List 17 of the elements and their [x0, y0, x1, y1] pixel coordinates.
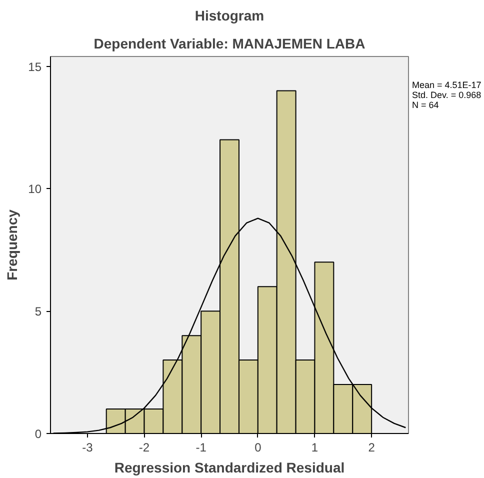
text: Std. Dev. = 0.968: [412, 90, 482, 100]
x-tick-label: 0: [254, 440, 262, 454]
y-tick-label: 15: [28, 60, 42, 74]
chart-subtitle: Dependent Variable: MANAJEMEN LABA: [94, 36, 366, 52]
y-tick-label: 5: [34, 304, 42, 319]
chart-title: Histogram: [194, 8, 264, 24]
text: N = 64: [412, 100, 439, 110]
x-tick-label: -1: [196, 440, 207, 454]
x-tick-label: -2: [138, 440, 150, 454]
text: Mean = 4.51E-17: [412, 80, 482, 90]
x-tick-label: -3: [82, 440, 94, 454]
x-axis-title: Regression Standardized Residual: [114, 460, 345, 476]
y-tick-label: 10: [28, 182, 42, 196]
y-tick-label: 0: [34, 427, 42, 441]
x-tick-label: 1: [311, 440, 318, 454]
x-tick-label: 2: [368, 440, 376, 454]
y-axis-title: Frequency: [4, 209, 20, 280]
